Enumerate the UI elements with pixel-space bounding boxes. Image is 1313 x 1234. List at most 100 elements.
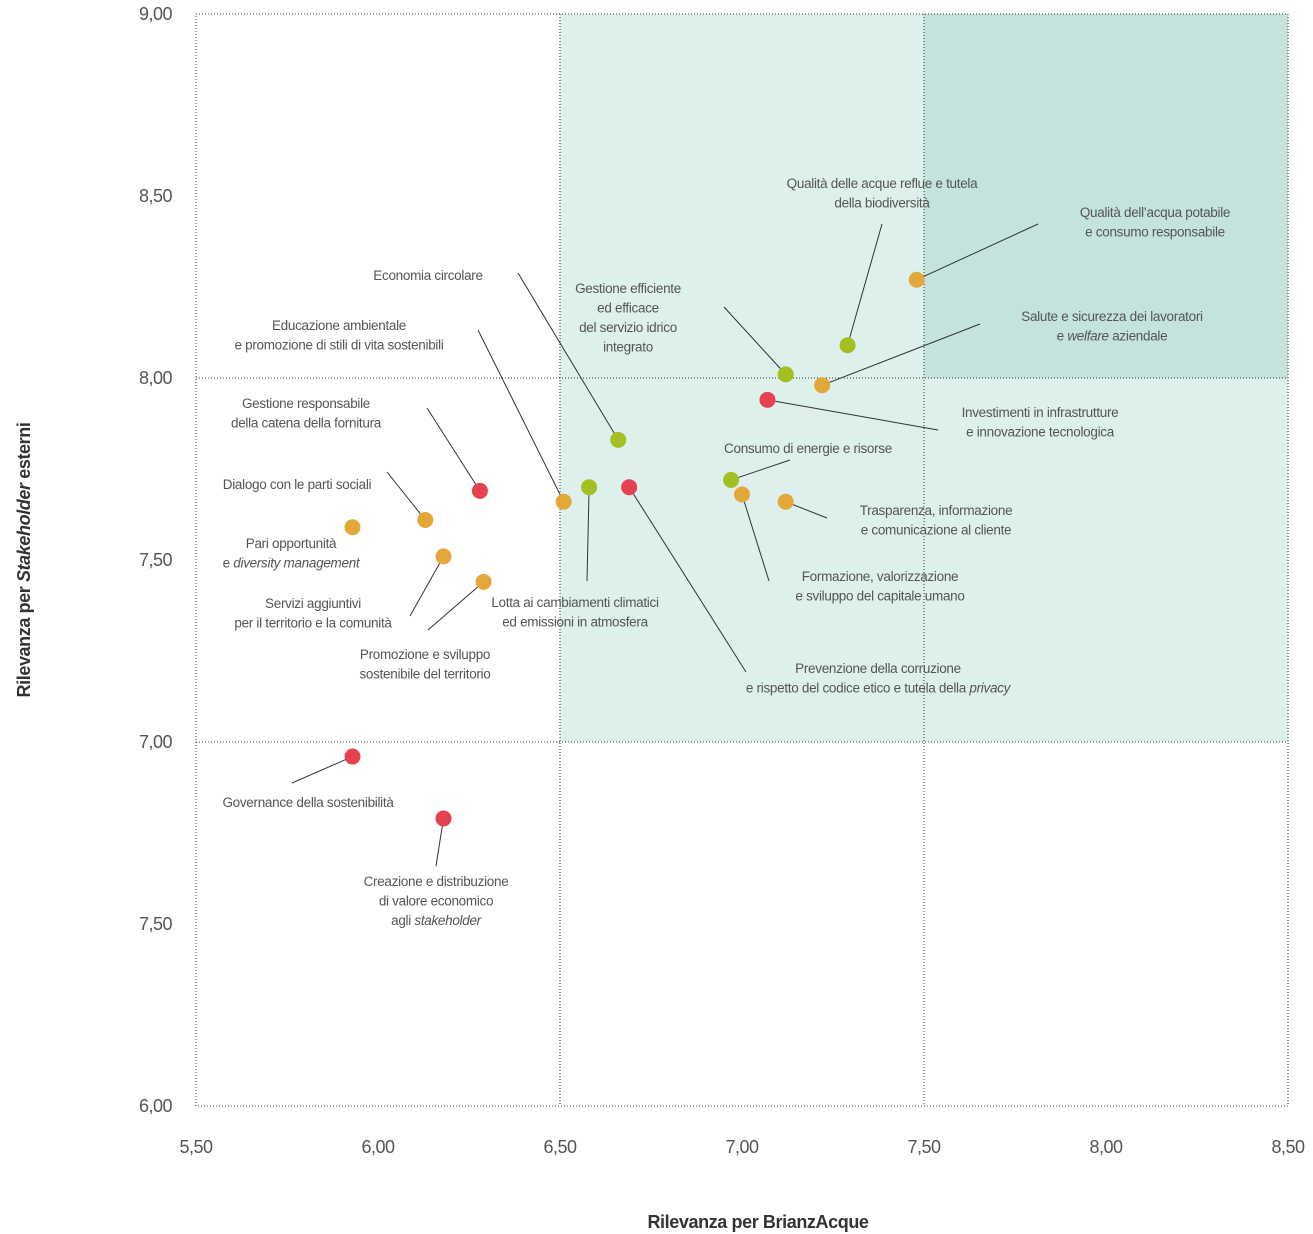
point: [344, 519, 361, 536]
text-part: della catena della fornitura: [231, 416, 382, 431]
leader-line: [426, 407, 481, 492]
point-label: ed emissioni in atmosfera: [502, 615, 648, 630]
point-label: Creazione e distribuzione: [364, 874, 509, 889]
leader-line: [477, 329, 565, 502]
point: [723, 471, 740, 488]
point-label: Lotta ai cambiamenti climatici: [491, 595, 659, 610]
point: [344, 748, 361, 765]
point: [734, 486, 750, 503]
text-part: Economia circolare: [373, 268, 482, 283]
point-label: Qualità dell’acqua potabile: [1080, 205, 1230, 220]
x-tick-label: 7,00: [725, 1137, 759, 1157]
point: [435, 810, 452, 827]
leader-line: [435, 818, 445, 867]
y-axis-title: Rilevanza per Stakeholder esterni: [14, 423, 34, 698]
leader-line: [847, 223, 883, 346]
point-label: Trasparenza, informazione: [860, 503, 1013, 518]
italic-text: privacy: [968, 681, 1011, 696]
point: [475, 573, 492, 590]
point: [621, 479, 638, 496]
y-tick-label: 7,50: [139, 550, 173, 570]
point: [908, 271, 925, 288]
zone: [924, 14, 1288, 378]
point-label: Pari opportunità: [246, 536, 337, 551]
text-part: e: [223, 556, 234, 571]
text-part: del servizio idrico: [579, 320, 677, 335]
x-tick-label: 7,50: [907, 1137, 941, 1157]
text-part: Trasparenza, informazione: [860, 503, 1013, 518]
point-label: Salute e sicurezza dei lavoratori: [1021, 309, 1203, 324]
point-label: agli stakeholder: [391, 913, 482, 928]
point: [435, 548, 452, 565]
text-part: e consumo responsabile: [1085, 225, 1225, 240]
leader-line: [386, 471, 426, 521]
leader-line: [586, 487, 590, 582]
text-part: sostenibile del territorio: [359, 667, 490, 682]
leader-line: [821, 323, 981, 386]
leader-line: [741, 494, 770, 582]
plot-frame: [195, 13, 1289, 1107]
point-label: per il territorio e la comunità: [234, 616, 392, 631]
text-part: Pari opportunità: [246, 536, 337, 551]
x-tick-label: 6,00: [361, 1137, 395, 1157]
x-tick-label: 8,50: [1271, 1137, 1305, 1157]
text-part: e comunicazione al cliente: [861, 523, 1012, 538]
text-part: Lotta ai cambiamenti climatici: [491, 595, 659, 610]
x-axis-title: Rilevanza per BrianzAcque: [647, 1212, 868, 1232]
leader-line: [409, 556, 444, 617]
y-tick-label: 8,00: [139, 368, 173, 388]
italic-text: diversity management: [233, 556, 361, 571]
leader-line: [427, 581, 484, 631]
y-tick-label: 7,50: [139, 914, 173, 934]
point-label: Gestione efficiente: [575, 281, 681, 296]
text-part: Educazione ambientale: [272, 318, 406, 333]
text-part: della biodiversità: [834, 196, 930, 211]
text-part: esterni: [14, 423, 34, 484]
text-part: per il territorio e la comunità: [234, 616, 392, 631]
x-tick-label: 6,50: [543, 1137, 577, 1157]
text-part: Gestione efficiente: [575, 281, 681, 296]
point-label: Investimenti in infrastrutture: [962, 405, 1119, 420]
point: [759, 391, 776, 408]
y-tick-label: 6,00: [139, 1096, 173, 1116]
point-label: Prevenzione della corruzione: [795, 661, 961, 676]
leader-line: [730, 459, 791, 481]
point: [814, 377, 831, 394]
point-label: Educazione ambientale: [272, 318, 406, 333]
point-label: del servizio idrico: [579, 320, 677, 335]
y-tick-label: 8,50: [139, 186, 173, 206]
point-label: Servizi aggiuntivi: [265, 596, 361, 611]
text-part: Prevenzione della corruzione: [795, 661, 961, 676]
leader-line: [767, 399, 939, 431]
text-part: Servizi aggiuntivi: [265, 596, 361, 611]
point: [610, 431, 627, 448]
point: [471, 482, 488, 499]
text-part: Dialogo con le parti sociali: [223, 477, 372, 492]
text-part: di valore economico: [379, 894, 493, 909]
text-part: Qualità delle acque reflue e tutela: [787, 176, 978, 191]
point-label: e promozione di stili di vita sostenibil…: [234, 338, 443, 353]
text-part: e sviluppo del capitale umano: [795, 589, 964, 604]
point-label: Consumo di energie e risorse: [724, 441, 892, 456]
text-part: Gestione responsabile: [242, 396, 370, 411]
leader-line: [291, 756, 353, 784]
point: [777, 493, 794, 510]
y-tick-label: 7,00: [139, 732, 173, 752]
italic-text: stakeholder: [414, 913, 481, 928]
point-label: e sviluppo del capitale umano: [795, 589, 964, 604]
text-part: e promozione di stili di vita sostenibil…: [234, 338, 443, 353]
point-label: e diversity management: [223, 556, 361, 571]
leader-line: [517, 272, 619, 441]
text-part: Investimenti in infrastrutture: [962, 405, 1119, 420]
text-part: Consumo di energie e risorse: [724, 441, 892, 456]
text-part: Formazione, valorizzazione: [802, 569, 959, 584]
text-part: Governance della sostenibilità: [222, 795, 394, 810]
text-part: Creazione e distribuzione: [364, 874, 509, 889]
leader-line: [628, 486, 747, 673]
text-part: aziendale: [1109, 329, 1168, 344]
point-label: e innovazione tecnologica: [966, 425, 1115, 440]
text-part: ed emissioni in atmosfera: [502, 615, 648, 630]
text-part: Promozione e sviluppo: [360, 647, 490, 662]
text-part: integrato: [603, 340, 653, 355]
